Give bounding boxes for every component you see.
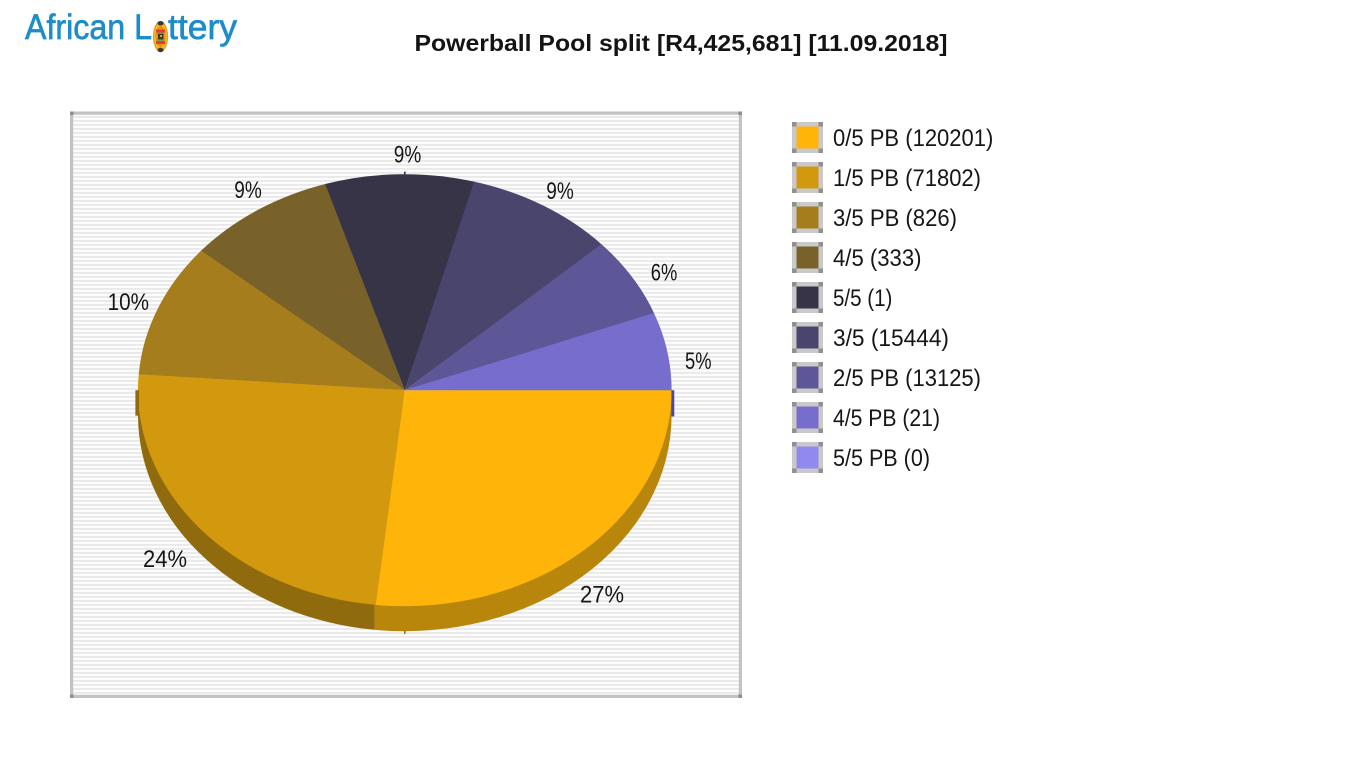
svg-text:4/5 (333): 4/5 (333) [833,245,922,272]
svg-text:African L: African L [25,7,152,47]
svg-text:27%: 27% [580,581,624,608]
svg-text:1/5 PB (71802): 1/5 PB (71802) [833,165,981,192]
svg-text:0/5 PB (120201): 0/5 PB (120201) [833,125,993,152]
svg-text:2/5 PB (13125): 2/5 PB (13125) [833,365,981,392]
svg-text:5/5 (1): 5/5 (1) [833,285,892,312]
svg-text:3/5 PB (826): 3/5 PB (826) [833,205,957,232]
svg-text:6%: 6% [651,259,678,286]
svg-text:5/5 PB (0): 5/5 PB (0) [833,445,930,472]
svg-text:9%: 9% [394,141,422,168]
svg-text:4/5 PB (21): 4/5 PB (21) [833,405,940,432]
svg-text:24%: 24% [143,546,187,573]
svg-text:9%: 9% [234,177,262,204]
svg-text:5%: 5% [685,348,712,375]
svg-text:ttery: ttery [168,7,237,47]
svg-text:10%: 10% [108,289,149,316]
svg-text:9%: 9% [546,178,574,205]
svg-text:3/5 (15444): 3/5 (15444) [833,325,949,352]
svg-text:Powerball Pool split [R4,425,6: Powerball Pool split [R4,425,681] [11.09… [415,30,948,56]
